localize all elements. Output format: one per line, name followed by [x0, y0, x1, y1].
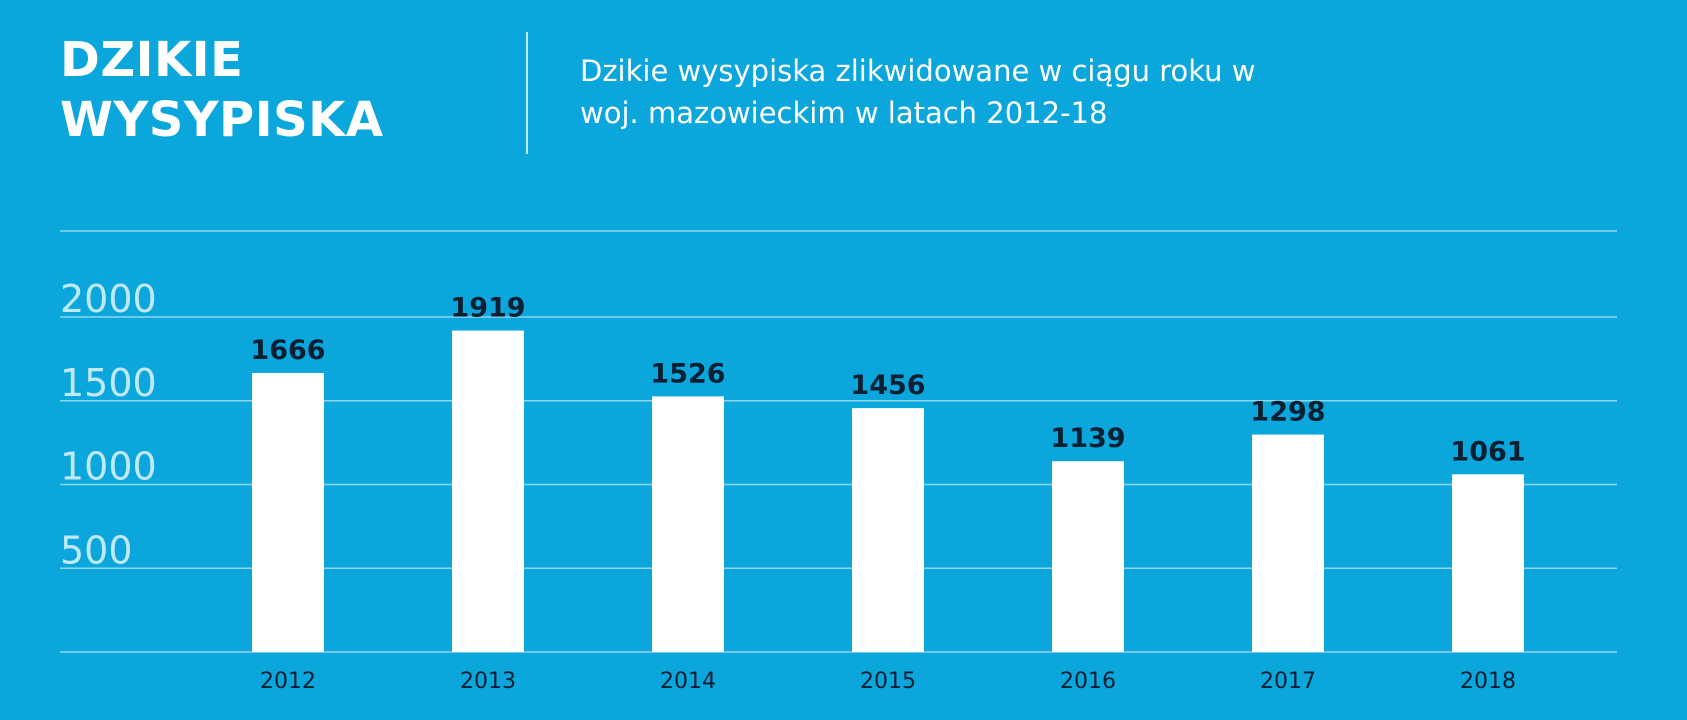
bar: [252, 372, 324, 652]
value-label: 1298: [1250, 397, 1325, 428]
y-tick-label: 500: [60, 528, 133, 572]
x-axis-tick-labels: 2012 2013 2014 2015 2016 2017 2018: [260, 669, 1516, 694]
y-tick-label: 1500: [60, 361, 157, 405]
value-label: 1061: [1450, 436, 1525, 467]
value-label: 1456: [850, 370, 925, 401]
chart-title-line-2: WYSYPISKA: [60, 92, 384, 148]
y-tick-label: 2000: [60, 277, 157, 321]
chart-subtitle-line-2: woj. mazowieckim w latach 2012-18: [580, 96, 1108, 130]
chart-title: DZIKIE WYSYPISKA: [60, 30, 383, 150]
value-label: 1666: [250, 335, 325, 366]
bar: [452, 330, 524, 652]
x-tick-label: 2018: [1460, 669, 1516, 694]
y-axis-tick-labels: 2000 1500 1000 500: [60, 277, 157, 572]
x-tick-label: 2013: [460, 669, 516, 694]
value-label: 1919: [450, 293, 525, 324]
x-tick-label: 2016: [1060, 669, 1116, 694]
chart-subtitle-line-1: Dzikie wysypiska zlikwidowane w ciągu ro…: [580, 54, 1256, 88]
header-divider: [526, 32, 528, 154]
chart-title-line-1: DZIKIE: [60, 32, 244, 88]
y-tick-label: 1000: [60, 445, 157, 489]
bar: [652, 396, 724, 652]
bars: [252, 330, 1524, 652]
x-tick-label: 2014: [660, 669, 716, 694]
bar: [1452, 474, 1524, 652]
bar: [1252, 434, 1324, 652]
bar: [852, 408, 924, 652]
bar: [1052, 461, 1124, 652]
value-label: 1526: [650, 358, 725, 389]
x-tick-label: 2012: [260, 669, 316, 694]
value-labels: 1666 1919 1526 1456 1139 1298 1061: [250, 293, 1525, 468]
chart-subtitle: Dzikie wysypiska zlikwidowane w ciągu ro…: [580, 50, 1400, 134]
x-tick-label: 2015: [860, 669, 916, 694]
x-tick-label: 2017: [1260, 669, 1316, 694]
value-label: 1139: [1050, 423, 1125, 454]
